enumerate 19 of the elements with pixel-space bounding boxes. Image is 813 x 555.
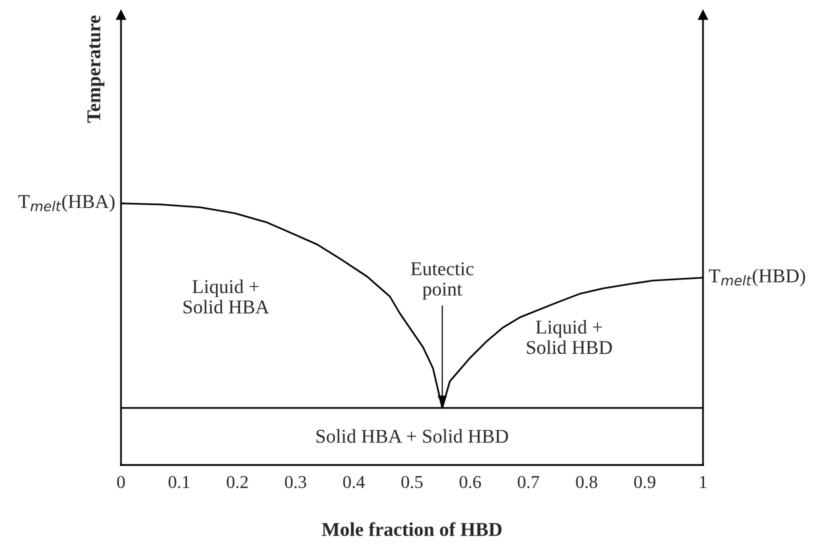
x-tick-label: 0.8 bbox=[576, 476, 598, 488]
x-tick-label: 0.5 bbox=[401, 476, 423, 488]
x-tick-label: 0.1 bbox=[168, 476, 190, 488]
annotation: Solid HBA + Solid HBD bbox=[316, 429, 508, 443]
x-tick-label: 0.4 bbox=[343, 476, 365, 488]
annotation: Liquid + Solid HBD bbox=[526, 320, 612, 354]
annotation: T$_{melt}$(HBA) bbox=[18, 194, 115, 212]
x-tick-label: 0 bbox=[117, 476, 125, 488]
x-tick-label: 0.2 bbox=[226, 476, 248, 488]
annotation: T$_{melt}$(HBD) bbox=[708, 268, 806, 286]
x-axis-title: Mole fraction of HBD bbox=[322, 522, 502, 536]
x-tick-label: 1 bbox=[700, 476, 706, 488]
x-tick-label: 0.7 bbox=[518, 476, 540, 488]
y-axis-title: Temperature bbox=[87, 16, 104, 123]
x-tick-label: 0.6 bbox=[460, 476, 481, 488]
x-tick-label: 0.9 bbox=[634, 476, 656, 488]
x-tick-label: 0.3 bbox=[285, 476, 306, 488]
annotation: Eutectic point bbox=[410, 262, 474, 300]
annotation: Liquid + Solid HBA bbox=[184, 280, 270, 314]
